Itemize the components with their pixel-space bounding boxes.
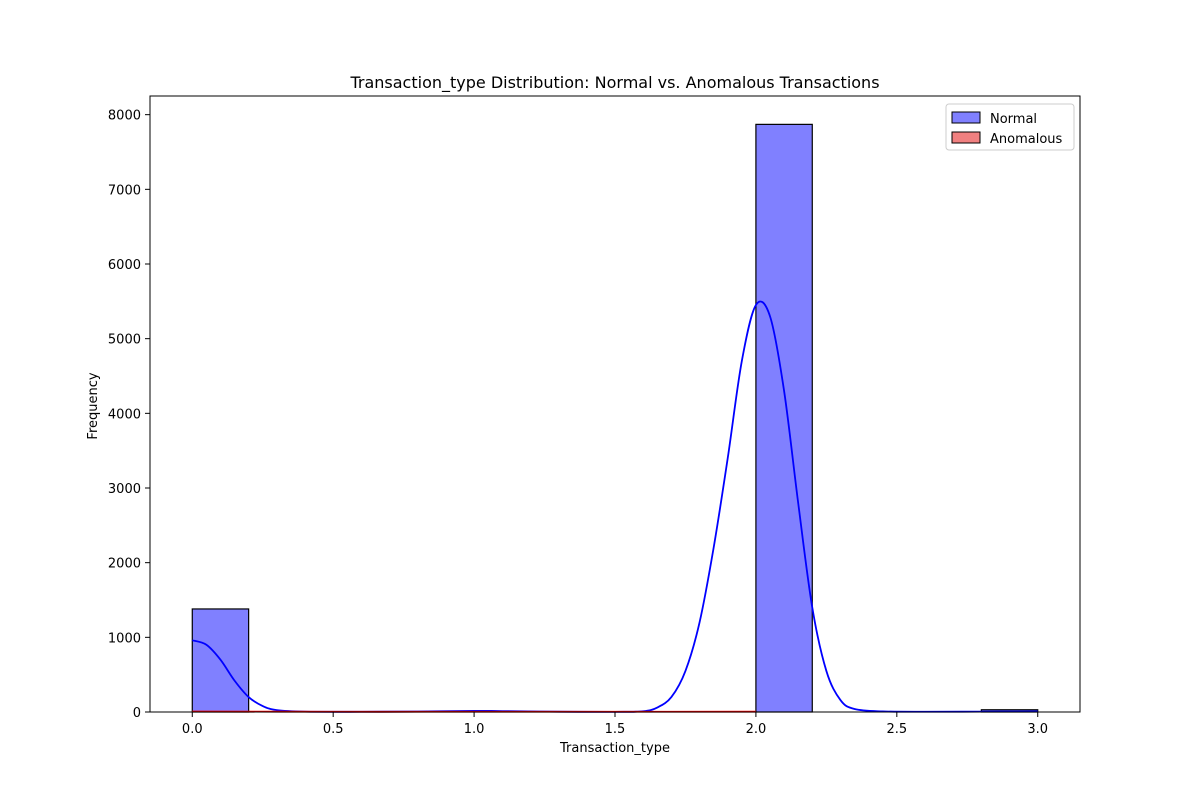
x-axis-label: Transaction_type (559, 741, 670, 756)
y-tick-label: 2000 (108, 557, 141, 572)
x-tick-label: 1.5 (605, 722, 626, 737)
y-tick-label: 8000 (108, 109, 141, 124)
legend-label-normal: Normal (990, 112, 1037, 127)
kde-line-normal (192, 300, 1038, 713)
x-tick-label: 0.0 (182, 722, 203, 737)
y-tick-label: 1000 (108, 631, 141, 646)
y-tick-label: 5000 (108, 333, 141, 348)
x-tick-label: 1.0 (464, 722, 485, 737)
legend-label-anomalous: Anomalous (990, 132, 1063, 147)
x-axis: 0.0 0.5 1.0 1.5 2.0 2.5 3.0 (182, 712, 1048, 737)
x-tick-label: 3.0 (1027, 722, 1048, 737)
legend-swatch-normal (951, 111, 981, 124)
y-axis: 0 1000 2000 3000 4000 5000 6000 7000 8000 (108, 109, 150, 721)
plot-area (149, 95, 1081, 713)
legend-swatch-anomalous (951, 131, 981, 144)
chart-title: Transaction_type Distribution: Normal vs… (349, 73, 879, 93)
plot-frame (149, 95, 1081, 713)
y-tick-label: 3000 (108, 482, 141, 497)
y-axis-label: Frequency (86, 372, 101, 439)
y-tick-label: 0 (133, 706, 141, 721)
x-tick-label: 0.5 (323, 722, 344, 737)
legend: Normal Anomalous (945, 103, 1075, 151)
x-tick-label: 2.0 (746, 722, 767, 737)
y-tick-label: 6000 (108, 258, 141, 273)
histogram-bars (191, 123, 1039, 713)
bar-normal-1 (755, 123, 813, 713)
y-tick-label: 7000 (108, 183, 141, 198)
x-tick-label: 2.5 (886, 722, 907, 737)
y-tick-label: 4000 (108, 407, 141, 422)
kde-lines (192, 300, 1038, 713)
